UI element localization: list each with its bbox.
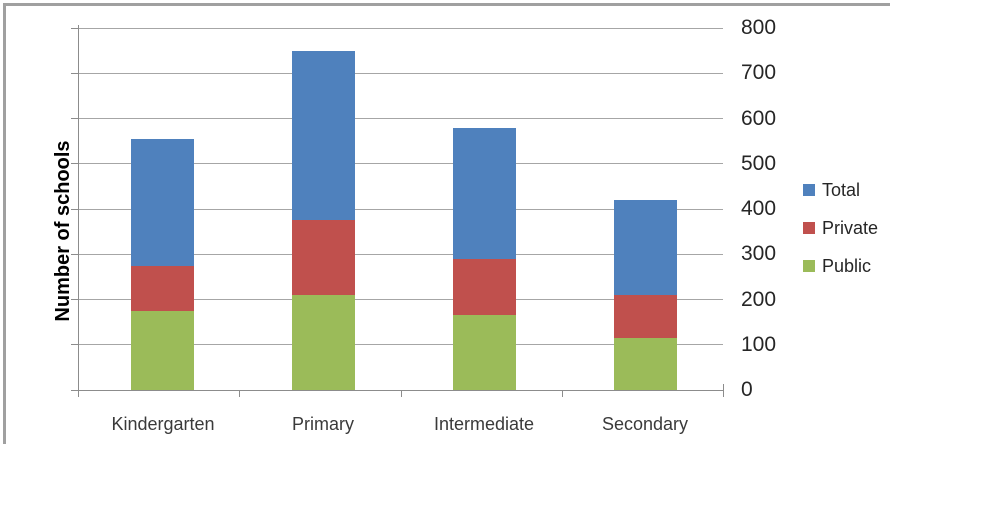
y-axis-tick-400: [71, 208, 78, 210]
x-axis-tick: [239, 390, 240, 397]
gridline-200: [78, 299, 723, 300]
picture-border-left: [3, 3, 6, 444]
y-axis-tick-200: [71, 299, 78, 300]
y-tick-label-600: 600: [741, 106, 777, 130]
y-axis-line: [78, 25, 79, 397]
y-tick-label-400: 400: [741, 197, 777, 220]
gridline-800: [78, 27, 723, 29]
y-axis-tick-0: [71, 389, 78, 391]
bar-primary-private: [292, 220, 355, 295]
bar-primary-public: [292, 294, 355, 390]
gridline-700: [78, 72, 723, 74]
y-axis-tick-300: [71, 253, 78, 255]
x-axis-tick: [562, 390, 563, 397]
legend-swatch-total-icon: [803, 184, 815, 196]
x-axis-tick: [78, 390, 79, 397]
bar-intermediate-public: [453, 315, 516, 390]
legend-swatch-private-icon: [803, 222, 815, 234]
y-tick-label-0: 0: [741, 378, 753, 401]
category-label-primary: Primary: [292, 414, 354, 434]
gridline-400: [78, 208, 723, 210]
y-tick-label-700: 700: [741, 61, 777, 85]
bar-kindergarten-public: [131, 310, 194, 390]
legend-label-public: Public: [822, 256, 872, 276]
bar-secondary-private: [614, 294, 677, 338]
y-axis-tick-500: [71, 163, 78, 165]
y-tick-label-100: 100: [741, 332, 777, 356]
y-tick-label-800: 800: [741, 16, 777, 39]
y-axis-tick-800: [71, 27, 78, 29]
bar-intermediate-private: [453, 258, 516, 316]
y-axis-title: Number of schools: [52, 140, 74, 322]
gridline-500: [78, 163, 723, 165]
bar-secondary-public: [614, 337, 677, 390]
legend-label-total: Total: [822, 180, 861, 200]
x-axis-end-tick: [723, 384, 724, 390]
bar-intermediate-total: [453, 127, 516, 259]
gridline-100: [78, 344, 723, 346]
gridline-600: [78, 118, 723, 119]
bar-secondary-total: [614, 199, 677, 295]
x-axis-tick: [401, 390, 402, 397]
y-axis-tick-100: [71, 344, 78, 346]
picture-border-top: [3, 3, 890, 6]
category-label-secondary: Secondary: [601, 414, 689, 434]
category-label-kindergarten: Kindergarten: [111, 414, 215, 434]
category-label-intermediate: Intermediate: [433, 414, 535, 434]
bar-primary-total: [292, 50, 355, 221]
bar-kindergarten-total: [131, 138, 194, 266]
y-tick-label-200: 200: [741, 287, 777, 311]
gridline-300: [78, 253, 723, 255]
x-axis-tick: [723, 390, 724, 397]
legend-label-private: Private: [822, 218, 879, 238]
y-tick-label-300: 300: [741, 242, 777, 266]
bar-kindergarten-private: [131, 265, 194, 311]
plot-area: [71, 25, 724, 397]
legend-swatch-public-icon: [803, 260, 815, 272]
y-axis-tick-700: [71, 72, 78, 74]
y-tick-label-500: 500: [741, 151, 777, 175]
y-axis-tick-600: [71, 118, 78, 119]
